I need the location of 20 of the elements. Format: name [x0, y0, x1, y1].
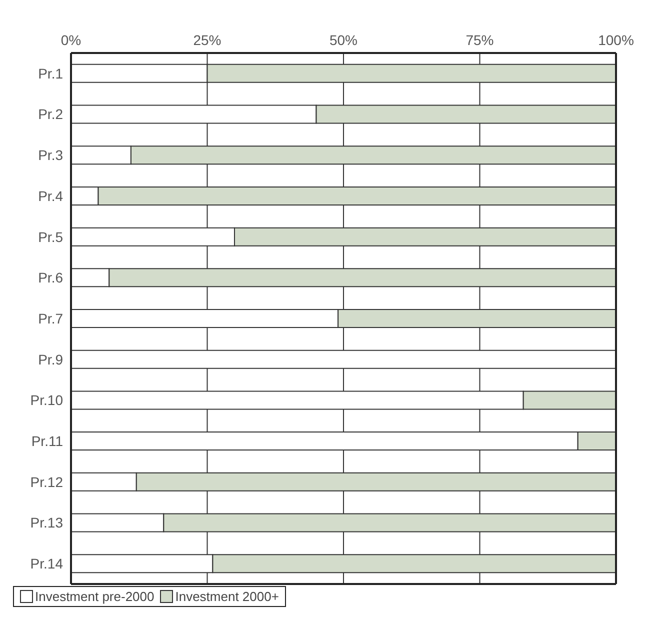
- x-tick-label: 50%: [329, 32, 358, 48]
- x-tick-label: 0%: [60, 32, 82, 48]
- legend-label: Investment 2000+: [174, 589, 279, 604]
- legend-label: Investment pre-2000: [34, 589, 154, 604]
- y-tick-label: Pr.10: [30, 392, 64, 408]
- y-tick-label: Pr.4: [38, 188, 64, 204]
- y-tick-label: Pr.3: [38, 147, 64, 164]
- x-tick-label: 25%: [193, 32, 222, 48]
- y-tick-label: Pr.14: [30, 556, 64, 572]
- y-tick-label: Pr.11: [31, 433, 64, 450]
- y-tick-label: Pr.13: [30, 514, 64, 531]
- y-tick-label: Pr.12: [30, 474, 64, 490]
- x-tick-label: 75%: [466, 32, 494, 48]
- y-tick-label: Pr.7: [38, 310, 64, 326]
- x-tick-label: 100%: [598, 32, 634, 48]
- y-tick-label: Pr.1: [38, 65, 64, 82]
- y-tick-label: Pr.9: [38, 351, 64, 368]
- y-tick-label: Pr.5: [38, 228, 64, 245]
- y-tick-label: Pr.2: [38, 106, 64, 122]
- y-tick-label: Pr.6: [38, 270, 64, 286]
